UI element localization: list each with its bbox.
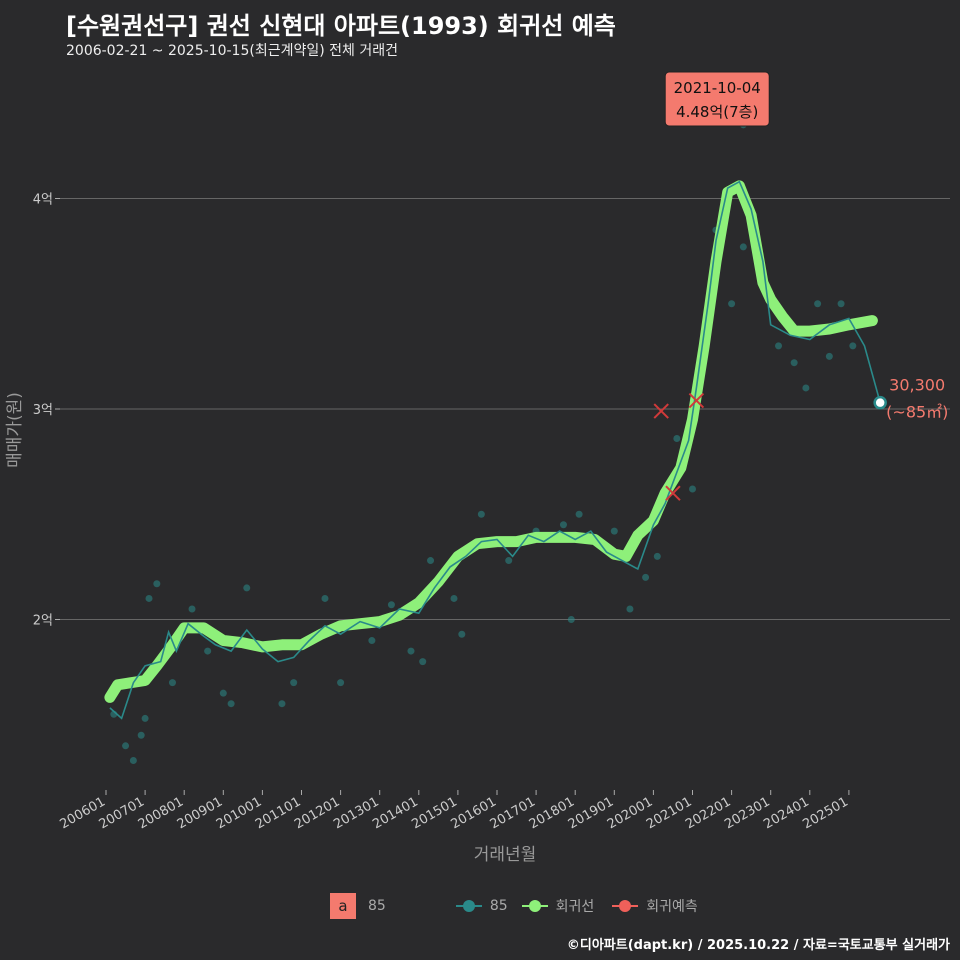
legend-area-label: 85 bbox=[368, 898, 386, 914]
data-point bbox=[227, 700, 235, 708]
footer-credit: ©디아파트(dapt.kr) / 2025.10.22 / 자료=국토교통부 실… bbox=[566, 938, 950, 953]
data-point bbox=[849, 342, 857, 350]
y-tick-label: 2억 bbox=[33, 614, 53, 629]
y-tick-label: 4억 bbox=[33, 193, 53, 208]
x-axis-label: 거래년월 bbox=[474, 845, 537, 865]
legend-85-key bbox=[455, 899, 482, 913]
data-point bbox=[728, 300, 736, 308]
annotation-box bbox=[664, 71, 770, 127]
data-point bbox=[559, 521, 567, 529]
legend-predict-key bbox=[612, 899, 639, 913]
chart-title: [수원권선구] 권선 신현대 아파트(1993) 회귀선 예측 bbox=[66, 12, 616, 40]
data-point bbox=[427, 557, 435, 565]
end-label-area: (~85㎡) bbox=[886, 403, 948, 422]
data-point bbox=[626, 605, 634, 613]
data-point bbox=[450, 594, 458, 602]
legend-area-key: a bbox=[330, 893, 356, 919]
y-tick-label: 3억 bbox=[33, 403, 53, 418]
data-point bbox=[278, 700, 286, 708]
data-point bbox=[188, 605, 196, 613]
data-point bbox=[145, 594, 153, 602]
data-point bbox=[387, 601, 395, 609]
data-point bbox=[790, 359, 798, 367]
predict-marker bbox=[653, 403, 669, 419]
end-label-price: 30,300 bbox=[889, 376, 945, 395]
data-point bbox=[837, 300, 845, 308]
data-point bbox=[337, 679, 345, 687]
legend-predict-label: 회귀예측 bbox=[646, 899, 698, 915]
legend-regression-label: 회귀선 bbox=[555, 899, 595, 915]
series-85-line bbox=[109, 180, 881, 720]
data-point bbox=[802, 384, 810, 392]
data-point bbox=[610, 527, 618, 535]
y-axis-label: 매매가(원) bbox=[5, 392, 25, 468]
data-point bbox=[368, 637, 376, 645]
data-point bbox=[814, 300, 822, 308]
data-point bbox=[129, 757, 137, 765]
data-point bbox=[505, 557, 513, 565]
data-point bbox=[575, 510, 583, 518]
legend-85-label: 85 bbox=[489, 898, 508, 914]
annotation-date: 2021-10-04 bbox=[674, 79, 761, 97]
annotation-price: 4.48억(7층) bbox=[676, 103, 758, 121]
data-point bbox=[168, 679, 176, 687]
data-point bbox=[204, 647, 212, 655]
data-point bbox=[689, 485, 696, 493]
legend-regression-key bbox=[521, 899, 548, 913]
data-point bbox=[219, 689, 227, 697]
legend: a 85 85 회귀선 회귀예측 bbox=[330, 893, 698, 919]
data-point bbox=[567, 616, 575, 623]
data-point bbox=[137, 731, 145, 739]
data-point bbox=[243, 584, 251, 592]
chart-subtitle: 2006-02-21 ~ 2025-10-15(최근계약일) 전체 거래건 bbox=[66, 43, 398, 59]
data-point bbox=[419, 658, 427, 666]
data-point bbox=[290, 679, 298, 687]
data-point bbox=[642, 573, 650, 581]
data-point bbox=[122, 742, 130, 750]
regression-line bbox=[104, 180, 878, 703]
data-point bbox=[153, 580, 161, 588]
data-point bbox=[141, 714, 149, 722]
data-point bbox=[407, 647, 415, 655]
predict-marker bbox=[688, 392, 705, 409]
data-point bbox=[653, 552, 661, 560]
data-point bbox=[775, 342, 783, 350]
data-point bbox=[458, 630, 466, 638]
predict-marker bbox=[665, 485, 681, 501]
data-point bbox=[739, 243, 747, 251]
data-point bbox=[825, 352, 833, 360]
data-point bbox=[477, 510, 485, 518]
x-tick-label: 202501 bbox=[800, 794, 850, 832]
data-point bbox=[673, 434, 681, 442]
data-point bbox=[321, 594, 329, 602]
last-trade-point bbox=[873, 395, 887, 410]
